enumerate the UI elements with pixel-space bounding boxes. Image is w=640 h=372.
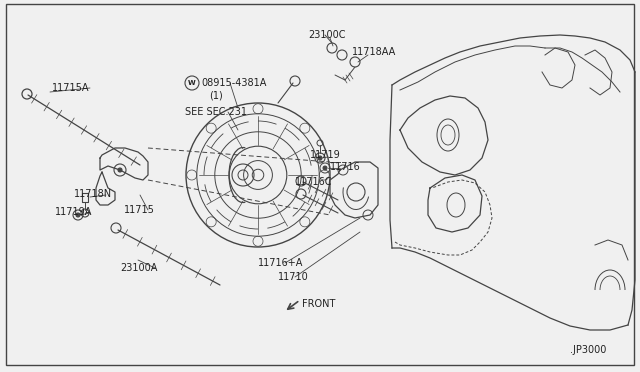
Circle shape — [323, 166, 327, 170]
Text: 11715: 11715 — [124, 205, 155, 215]
Text: W: W — [188, 80, 196, 86]
Text: SEE SEC.231: SEE SEC.231 — [185, 107, 247, 117]
Text: 23100C: 23100C — [308, 30, 346, 40]
Text: 11718N: 11718N — [74, 189, 112, 199]
Text: 11710: 11710 — [278, 272, 308, 282]
Text: .JP3000: .JP3000 — [570, 345, 606, 355]
Text: 11716: 11716 — [330, 162, 361, 172]
Text: 23100A: 23100A — [120, 263, 157, 273]
Text: 08915-4381A: 08915-4381A — [201, 78, 266, 88]
Text: 11715A: 11715A — [52, 83, 90, 93]
Text: 11719: 11719 — [310, 150, 340, 160]
Text: 11716+A: 11716+A — [258, 258, 303, 268]
Text: 11719A: 11719A — [55, 207, 92, 217]
Text: (1): (1) — [209, 91, 223, 101]
Circle shape — [118, 168, 122, 172]
Circle shape — [318, 156, 322, 160]
Circle shape — [76, 213, 80, 217]
Text: 11718AA: 11718AA — [352, 47, 396, 57]
Text: 11716C: 11716C — [295, 177, 333, 187]
Text: FRONT: FRONT — [302, 299, 335, 309]
